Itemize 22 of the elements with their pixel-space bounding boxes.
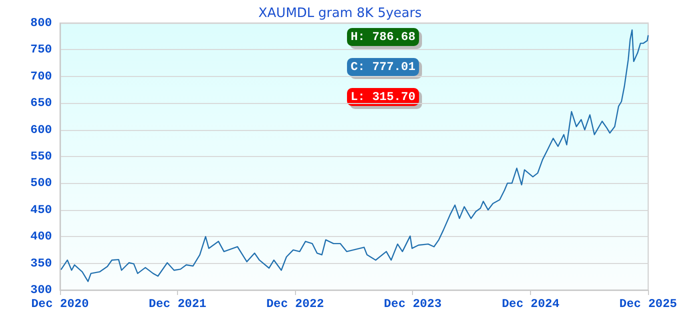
annotation: L: 315.70 [350, 90, 416, 104]
line-series [60, 29, 649, 282]
annotation: H: 786.68 [350, 30, 416, 44]
y-tick-label: 800 [30, 16, 52, 30]
x-tick-label: Dec 2023 [384, 297, 442, 311]
y-tick-label: 700 [30, 69, 52, 84]
y-tick-label: 550 [30, 150, 52, 164]
x-tick-label: Dec 2021 [148, 297, 206, 311]
x-tick-label: Dec 2025 [619, 297, 677, 311]
x-tick-label: Dec 2024 [502, 297, 560, 311]
y-tick-label: 450 [30, 202, 52, 217]
y-tick-label: 650 [30, 96, 52, 110]
chart-title: XAUMDL gram 8K 5years [258, 6, 422, 21]
y-tick-label: 500 [30, 176, 52, 190]
x-tick-label: Dec 2020 [31, 297, 89, 311]
y-tick-label: 750 [30, 42, 52, 57]
y-tick-label: 400 [30, 230, 52, 244]
y-tick-label: 600 [30, 122, 52, 137]
x-tick-label: Dec 2022 [266, 297, 324, 311]
annotation: C: 777.01 [350, 60, 416, 74]
y-tick-label: 300 [30, 283, 52, 297]
y-tick-label: 350 [30, 256, 52, 270]
